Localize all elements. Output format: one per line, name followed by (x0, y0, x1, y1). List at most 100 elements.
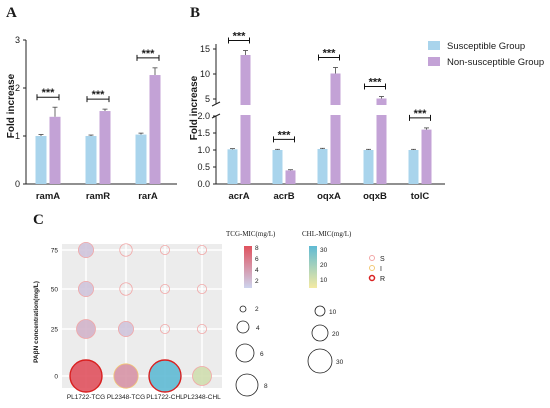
bar-break-gap (239, 105, 252, 115)
significance-label: *** (323, 48, 337, 60)
bar-non-susceptible (240, 55, 251, 184)
significance-label: *** (369, 77, 383, 89)
chl-size-20-label: 20 (332, 331, 340, 338)
significance-label: *** (414, 108, 428, 120)
axis-break-mark-top (211, 101, 221, 107)
bar-non-susceptible (99, 111, 111, 184)
bubble-point (113, 363, 139, 389)
panel-c-bubble-chart: PAβN concentration(mg/L) 0 25 50 75 PL1722-T… (33, 242, 222, 401)
group-legend: Susceptible Group Non-susceptible Group (428, 41, 544, 68)
panel-a-ylabel: Fold increase (6, 73, 17, 138)
status-i-marker (369, 265, 375, 271)
panel-b-ytick-label: 1.5 (197, 128, 210, 138)
bar-break-gap (329, 105, 342, 115)
tcg-size-8-label: 8 (264, 383, 268, 390)
panel-c-ytick-label: 0 (54, 374, 58, 381)
panel-a-bar-chart: Fold increase 0 1 2 3 *** ramA *** ramR *** rarA (6, 35, 177, 202)
panel-c-category-label: PL2348-CHL (183, 394, 221, 401)
status-r-marker (368, 274, 376, 282)
tcg-tick-6: 6 (255, 256, 259, 263)
chl-tick-10: 10 (320, 277, 328, 284)
tcg-size-4 (236, 320, 250, 334)
panel-a-category-label: rarA (138, 191, 158, 202)
bubble-point (148, 359, 182, 393)
bubble-point (118, 321, 134, 337)
panel-c-ytick-label: 50 (51, 287, 59, 294)
chl-size-30 (307, 348, 333, 374)
panel-c-ylabel: PAβN concentration(mg/L) (33, 281, 40, 363)
panel-c-category-label: PL1722-CHL (146, 394, 184, 401)
panel-a-category-label: ramR (86, 191, 110, 202)
tcg-size-6 (235, 343, 255, 363)
bubble-point (119, 282, 133, 296)
chl-size-10 (314, 305, 326, 317)
chl-size-10-label: 10 (329, 309, 337, 316)
tcg-size-2-label: 2 (255, 306, 259, 313)
panel-a-ytick-label: 0 (15, 179, 20, 189)
panel-b-ytick-label: 5 (205, 94, 210, 104)
bubble-legend: TCG-MIC(mg/L) 8 6 4 2 CHL-MIC(mg/L) 30 2… (226, 230, 385, 397)
bar-susceptible (85, 136, 97, 184)
legend-swatch-susceptible (428, 41, 440, 50)
bubble-point (69, 359, 103, 393)
legend-label-non-susceptible: Non-susceptible Group (447, 57, 544, 68)
bar-non-susceptible (330, 73, 341, 184)
panel-letter-a: A (6, 5, 17, 21)
bar-break-gap (375, 105, 388, 115)
bar-susceptible (272, 150, 283, 184)
tcg-tick-2: 2 (255, 278, 259, 285)
significance-label: *** (42, 87, 56, 99)
bar-non-susceptible (376, 98, 387, 184)
tcg-mic-title: TCG-MIC(mg/L) (226, 230, 276, 238)
panel-c-ytick-label: 75 (51, 248, 59, 255)
tcg-size-6-label: 6 (260, 351, 264, 358)
panel-b-ytick-label: 15 (200, 44, 210, 54)
bar-non-susceptible (149, 75, 161, 184)
status-s-marker (369, 255, 375, 261)
bar-susceptible (135, 134, 147, 184)
panel-b-ytick-label: 2.0 (197, 111, 210, 121)
panel-b-category-label: acrA (228, 191, 249, 202)
bubble-point (78, 281, 94, 297)
chl-mic-title: CHL-MIC(mg/L) (302, 230, 352, 238)
bubble-point (159, 244, 171, 256)
panel-c-category-label: PL1722-TCG (67, 394, 105, 401)
panel-b-ytick-label: 1.0 (197, 145, 210, 155)
panel-b-category-label: oqxA (317, 191, 341, 202)
legend-label-susceptible: Susceptible Group (447, 41, 525, 52)
bubble-point (196, 244, 208, 256)
panel-letter-c: C (33, 212, 44, 228)
significance-label: *** (142, 48, 156, 60)
bar-non-susceptible (285, 170, 296, 184)
chl-size-20 (311, 324, 329, 342)
bar-susceptible (363, 150, 374, 184)
panel-b-bar-chart: Fold increase 0.0 0.5 1.0 1.5 2.0 5 10 15 *** acr… (189, 31, 445, 202)
bubble-point (159, 323, 171, 335)
panel-b-ytick-label: 0.0 (197, 179, 210, 189)
panel-c-ytick-label: 25 (51, 327, 59, 334)
significance-label: *** (278, 129, 292, 141)
bubble-point (119, 243, 133, 257)
bubble-point (159, 283, 171, 295)
bubble-point (78, 242, 94, 258)
bubble-point (76, 319, 96, 339)
bar-susceptible (408, 150, 419, 184)
panel-b-ylabel: Fold increase (189, 75, 200, 140)
panel-a-ytick-label: 1 (15, 131, 20, 141)
bar-susceptible (227, 149, 238, 184)
panel-a-category-label: ramA (36, 191, 60, 202)
bubble-point (196, 283, 208, 295)
significance-label: *** (92, 89, 106, 101)
significance-label: *** (233, 31, 247, 43)
panel-a-ytick-label: 3 (15, 35, 20, 45)
tcg-colorbar (244, 246, 252, 288)
panel-b-category-label: acrB (273, 191, 294, 202)
bubble-point (192, 366, 212, 386)
status-i-label: I (380, 266, 382, 273)
tcg-size-2 (239, 305, 247, 313)
bubble-point (196, 323, 208, 335)
tcg-size-4-label: 4 (256, 325, 260, 332)
status-r-label: R (380, 276, 385, 283)
chl-size-30-label: 30 (336, 359, 344, 366)
